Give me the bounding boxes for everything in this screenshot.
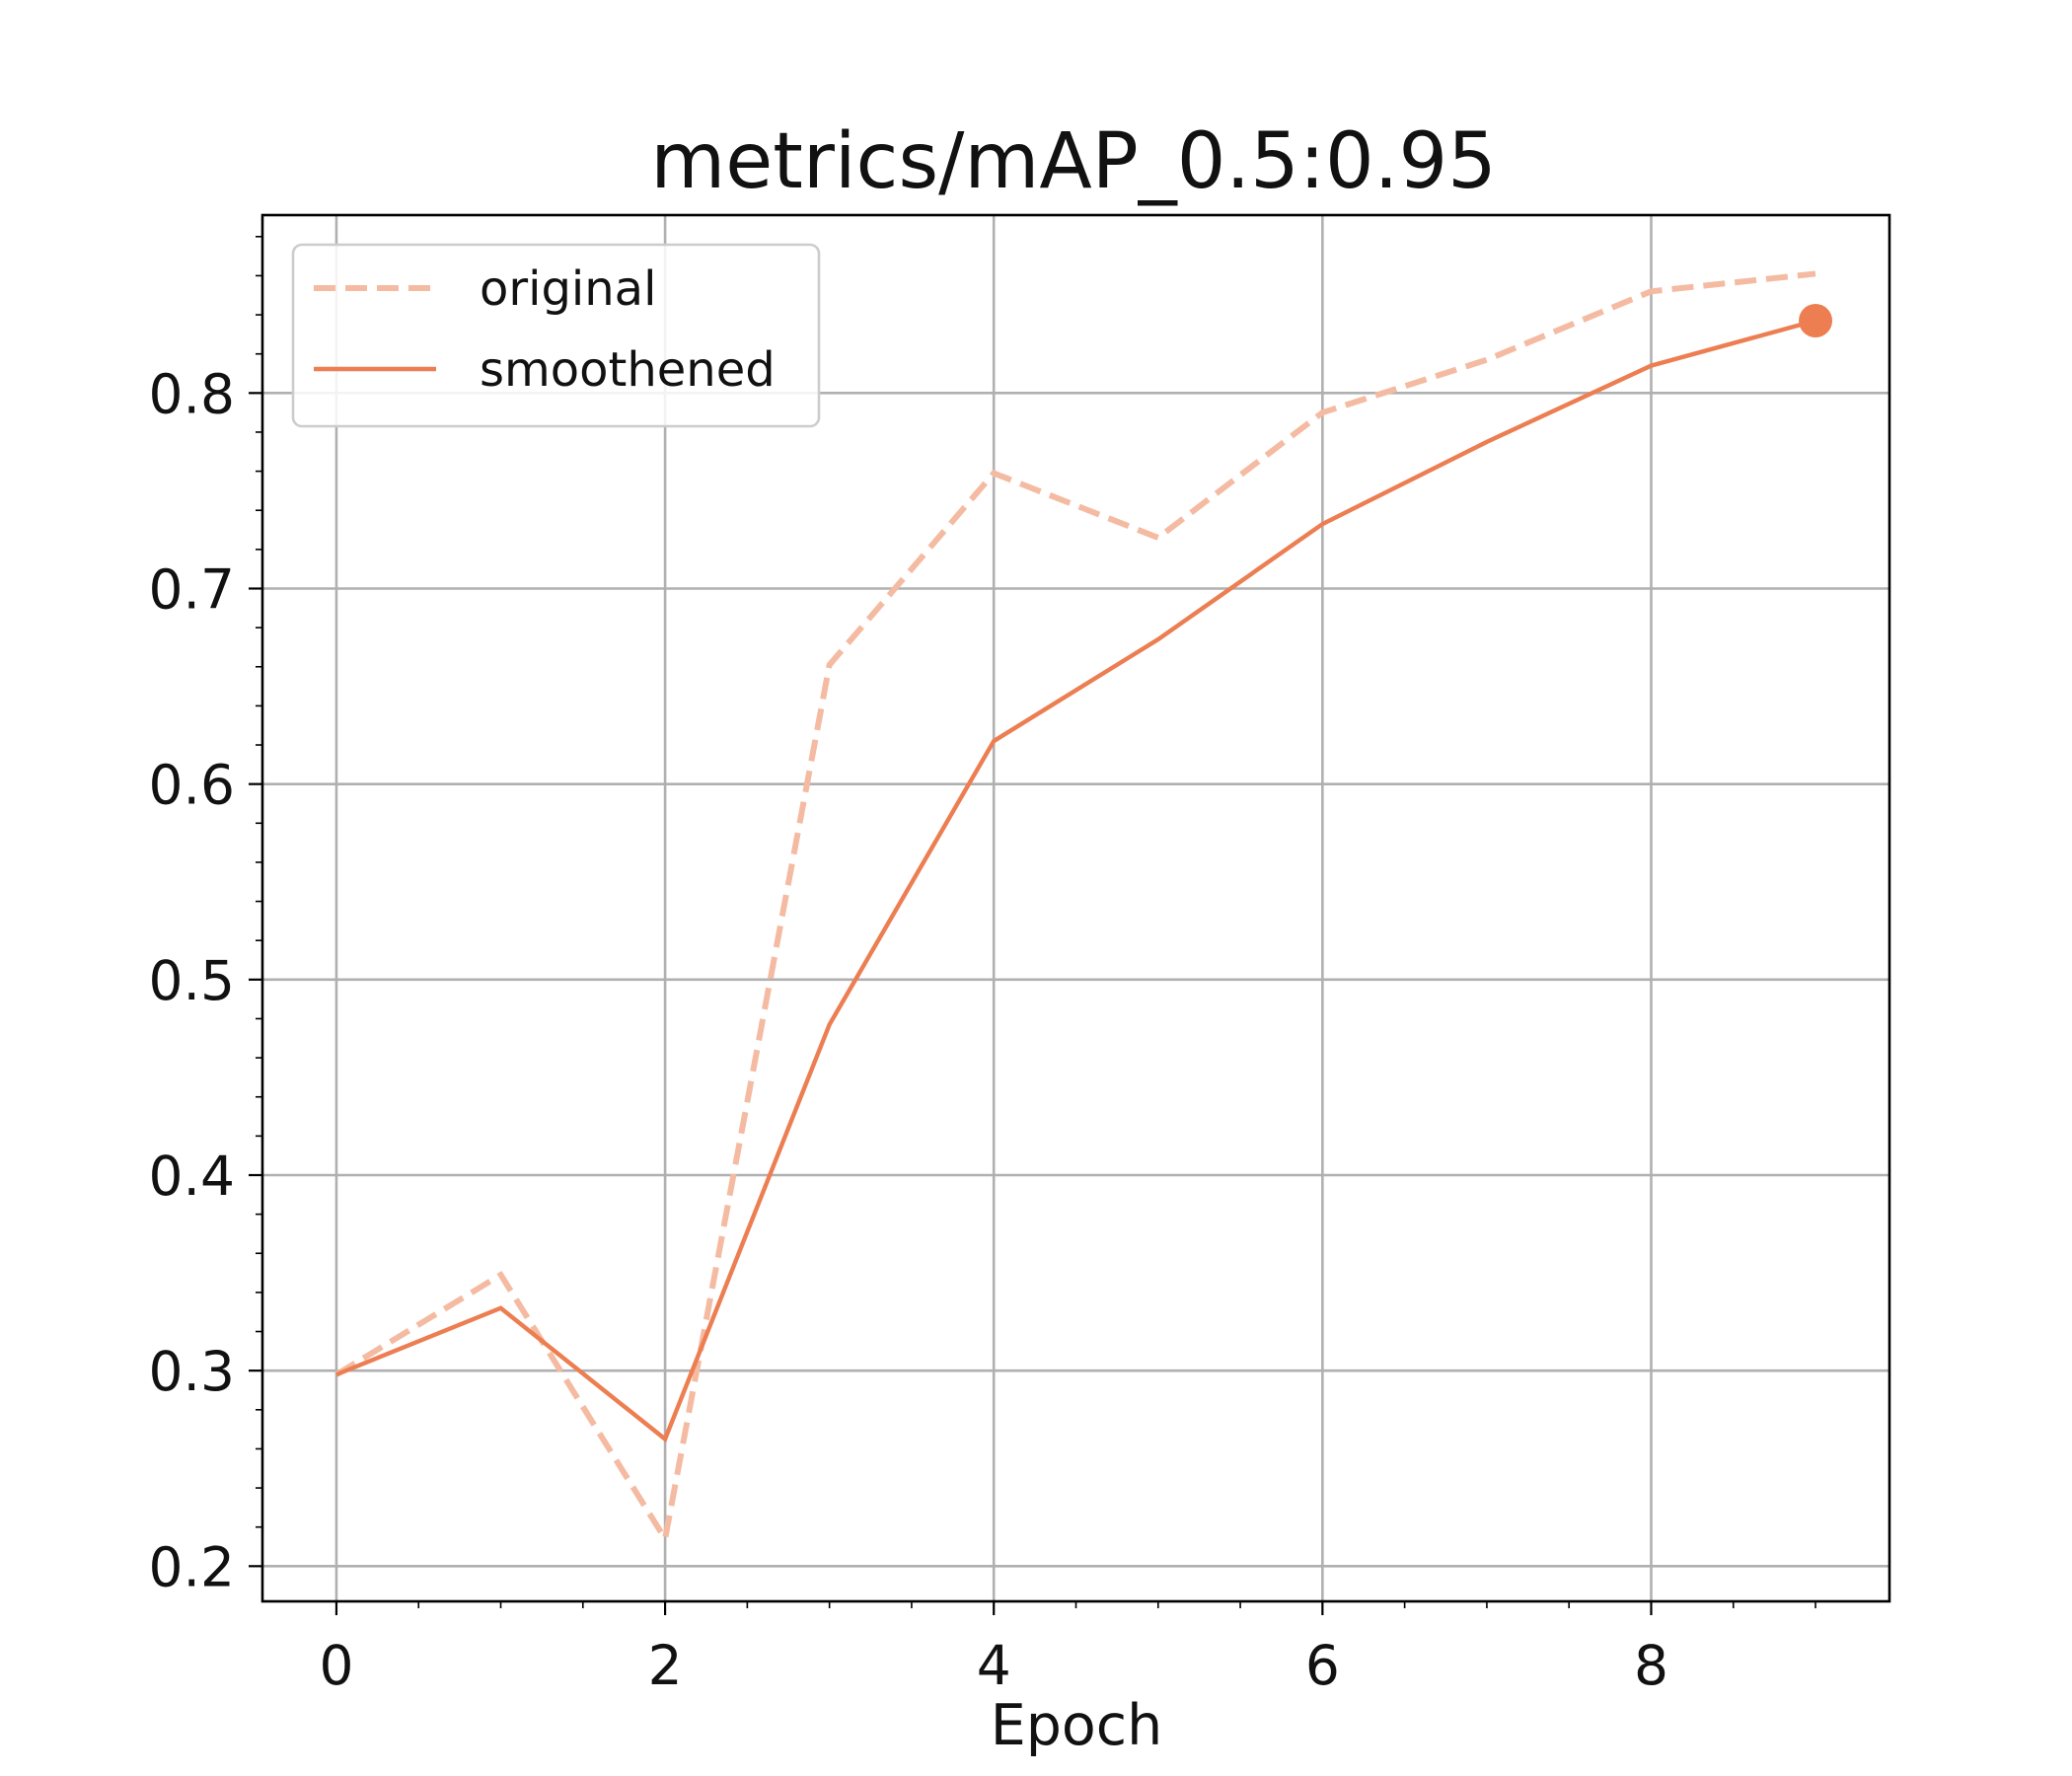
x-tick-label: 2 <box>648 1634 683 1697</box>
end-marker-dot <box>1799 304 1833 338</box>
y-tick-label: 0.5 <box>149 949 235 1012</box>
legend-label-smoothened: smoothened <box>480 342 776 398</box>
ticks <box>249 235 1816 1615</box>
legend: original smoothened <box>291 243 821 428</box>
y-tick-label: 0.6 <box>149 754 235 817</box>
y-tick-label: 0.4 <box>149 1145 235 1208</box>
series-line-smoothened <box>335 318 1816 1443</box>
x-axis-label: Epoch <box>991 1693 1163 1758</box>
legend-label-original: original <box>480 261 656 317</box>
series-layer <box>334 270 1833 1547</box>
y-tick-label: 0.8 <box>149 362 235 425</box>
tick-labels: 0 2 4 6 8 0.2 0.3 0.4 0.5 0.6 0.7 0.8 <box>149 362 1668 1697</box>
x-tick-label: 0 <box>319 1634 353 1697</box>
y-tick-label: 0.2 <box>149 1535 235 1598</box>
y-tick-label: 0.7 <box>149 557 235 621</box>
chart-title: metrics/mAP_0.5:0.95 <box>650 117 1496 206</box>
y-tick-label: 0.3 <box>149 1340 235 1403</box>
x-tick-label: 4 <box>977 1634 1011 1697</box>
x-tick-label: 6 <box>1305 1634 1340 1697</box>
series-line-original <box>334 270 1816 1547</box>
x-tick-label: 8 <box>1634 1634 1668 1697</box>
